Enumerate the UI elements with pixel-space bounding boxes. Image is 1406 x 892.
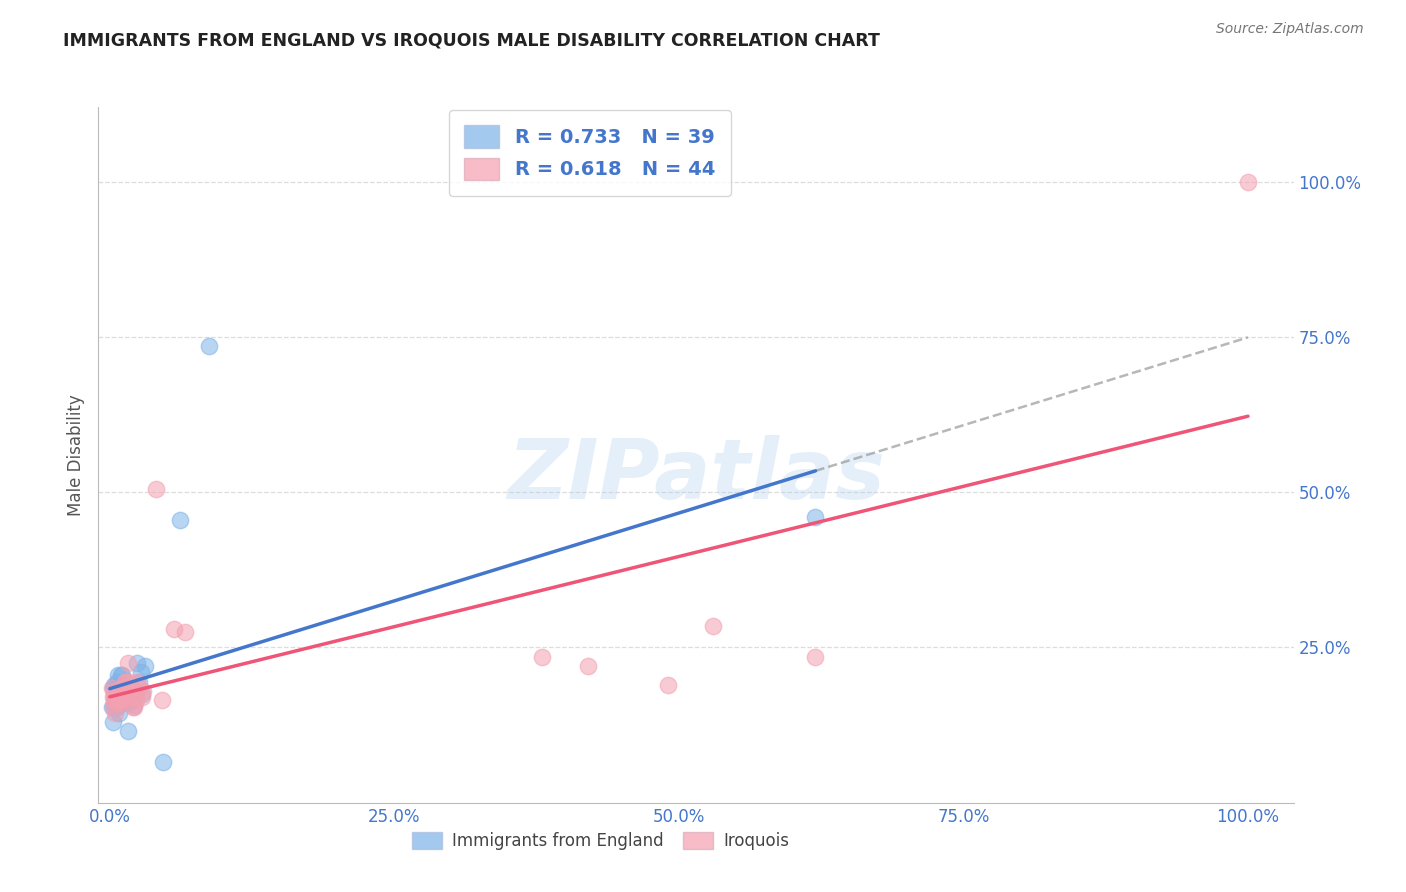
Text: ZIPatlas: ZIPatlas	[508, 435, 884, 516]
Text: Source: ZipAtlas.com: Source: ZipAtlas.com	[1216, 22, 1364, 37]
Point	[104, 706, 127, 720]
Text: IMMIGRANTS FROM ENGLAND VS IROQUOIS MALE DISABILITY CORRELATION CHART: IMMIGRANTS FROM ENGLAND VS IROQUOIS MALE…	[63, 31, 880, 49]
Point	[128, 681, 150, 695]
Point	[108, 678, 131, 692]
Point	[110, 697, 132, 711]
Point	[105, 681, 128, 695]
Point	[103, 699, 125, 714]
Point	[127, 656, 149, 670]
Point	[145, 482, 167, 496]
Point	[107, 693, 129, 707]
Point	[112, 681, 135, 695]
Point	[117, 724, 139, 739]
Point	[169, 513, 191, 527]
Point	[112, 687, 135, 701]
Point	[108, 697, 131, 711]
Point	[120, 693, 142, 707]
Point	[110, 668, 132, 682]
Point	[120, 687, 142, 701]
Point	[108, 687, 131, 701]
Point	[114, 693, 136, 707]
Point	[107, 690, 129, 705]
Point	[174, 624, 197, 639]
Point	[129, 665, 152, 680]
Point	[103, 693, 125, 707]
Point	[576, 659, 599, 673]
Point	[118, 674, 141, 689]
Point	[121, 699, 143, 714]
Point	[112, 685, 135, 699]
Point	[120, 684, 142, 698]
Point	[105, 699, 128, 714]
Point	[152, 756, 174, 770]
Point	[114, 674, 136, 689]
Point	[114, 684, 136, 698]
Point	[115, 681, 138, 695]
Point	[150, 693, 173, 707]
Point	[127, 674, 149, 689]
Point	[103, 681, 125, 695]
Point	[122, 698, 145, 712]
Point	[125, 684, 148, 698]
Point	[531, 649, 554, 664]
Point	[101, 699, 124, 714]
Point	[131, 690, 153, 705]
Point	[128, 674, 150, 689]
Point	[111, 681, 134, 695]
Point	[114, 674, 136, 689]
Point	[105, 697, 128, 711]
Point	[104, 693, 127, 707]
Point	[103, 687, 125, 701]
Point	[124, 690, 146, 705]
Point	[117, 656, 139, 670]
Point	[657, 678, 679, 692]
Point	[120, 681, 142, 695]
Point	[132, 684, 155, 698]
Y-axis label: Male Disability: Male Disability	[67, 394, 86, 516]
Point	[103, 699, 125, 714]
Point	[115, 684, 138, 698]
Point	[105, 687, 128, 701]
Point	[107, 693, 129, 707]
Point	[122, 699, 145, 714]
Point	[1237, 175, 1260, 189]
Point	[103, 678, 125, 692]
Point	[110, 693, 132, 707]
Point	[198, 339, 221, 353]
Point	[103, 690, 125, 705]
Point	[101, 681, 124, 695]
Point	[104, 684, 127, 698]
Point	[702, 619, 724, 633]
Point	[111, 668, 134, 682]
Point	[131, 687, 153, 701]
Point	[134, 659, 156, 673]
Point	[108, 693, 131, 707]
Point	[108, 690, 131, 705]
Point	[105, 674, 128, 689]
Point	[118, 697, 141, 711]
Point	[104, 690, 127, 705]
Legend: Immigrants from England, Iroquois: Immigrants from England, Iroquois	[405, 826, 796, 857]
Point	[103, 714, 125, 729]
Point	[108, 687, 131, 701]
Point	[108, 706, 131, 720]
Point	[125, 693, 148, 707]
Point	[111, 684, 134, 698]
Point	[804, 649, 827, 664]
Point	[162, 622, 184, 636]
Point	[107, 668, 129, 682]
Point	[804, 510, 827, 524]
Point	[110, 693, 132, 707]
